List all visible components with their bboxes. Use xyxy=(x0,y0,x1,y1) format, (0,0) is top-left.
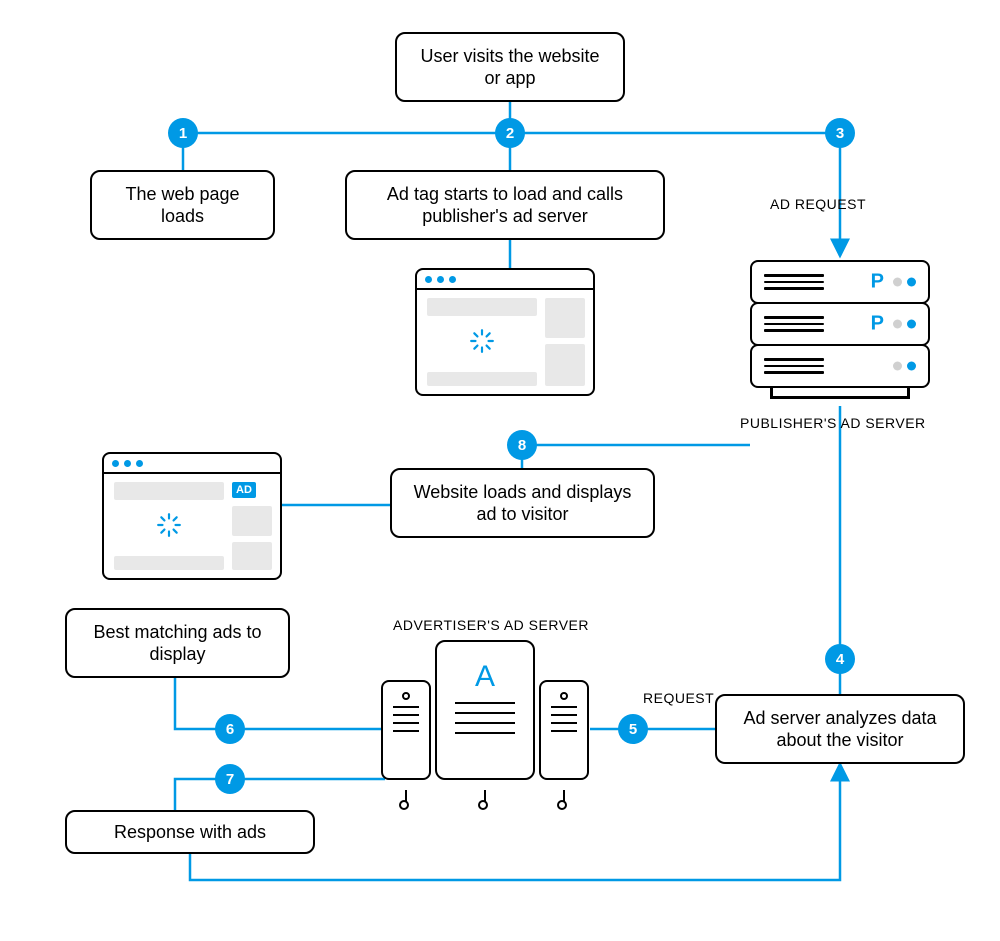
label-request: REQUEST xyxy=(643,690,714,706)
browser-body xyxy=(417,290,593,394)
window-dot-icon xyxy=(425,276,432,283)
node-best: Best matching ads to display xyxy=(65,608,290,678)
node-8-label: Website loads and displays ad to visitor xyxy=(406,481,639,526)
node-user: User visits the website or app xyxy=(395,32,625,102)
node-best-label: Best matching ads to display xyxy=(81,621,274,666)
node-8: Website loads and displays ad to visitor xyxy=(390,468,655,538)
browser-titlebar xyxy=(417,270,593,290)
spinner-icon xyxy=(469,328,495,354)
flowchart-canvas: User visits the website or app The web p… xyxy=(0,0,1000,941)
node-1: The web page loads xyxy=(90,170,275,240)
node-1-label: The web page loads xyxy=(106,183,259,228)
label-advertiser-server: ADVERTISER'S AD SERVER xyxy=(393,617,589,633)
node-2-label: Ad tag starts to load and calls publishe… xyxy=(361,183,649,228)
browser-body: AD xyxy=(104,474,280,578)
led-icon xyxy=(893,362,902,371)
badge-8: 8 xyxy=(507,430,537,460)
window-dot-icon xyxy=(136,460,143,467)
badge-5: 5 xyxy=(618,714,648,744)
node-user-label: User visits the website or app xyxy=(411,45,609,90)
led-icon xyxy=(893,278,902,287)
led-icon xyxy=(907,278,916,287)
badge-6: 6 xyxy=(215,714,245,744)
badge-2: 2 xyxy=(495,118,525,148)
led-icon xyxy=(893,320,902,329)
window-dot-icon xyxy=(124,460,131,467)
led-icon xyxy=(907,320,916,329)
badge-3: 3 xyxy=(825,118,855,148)
badge-7: 7 xyxy=(215,764,245,794)
node-2: Ad tag starts to load and calls publishe… xyxy=(345,170,665,240)
browser-loading-icon xyxy=(415,268,595,396)
window-dot-icon xyxy=(437,276,444,283)
node-4: Ad server analyzes data about the visito… xyxy=(715,694,965,764)
server-base-icon xyxy=(770,396,910,399)
server-unit xyxy=(750,344,930,388)
node-4-label: Ad server analyzes data about the visito… xyxy=(731,707,949,752)
server-unit: P xyxy=(750,260,930,304)
browser-titlebar xyxy=(104,454,280,474)
server-side-unit xyxy=(539,680,589,780)
ad-badge-icon: AD xyxy=(232,482,256,498)
advertiser-server-icon: A xyxy=(385,640,585,815)
node-response: Response with ads xyxy=(65,810,315,854)
window-dot-icon xyxy=(112,460,119,467)
window-dot-icon xyxy=(449,276,456,283)
browser-with-ad-icon: AD xyxy=(102,452,282,580)
publisher-server-icon: P P xyxy=(750,260,930,399)
server-side-unit xyxy=(381,680,431,780)
server-unit: P xyxy=(750,302,930,346)
badge-1: 1 xyxy=(168,118,198,148)
server-letter: P xyxy=(871,313,884,336)
badge-4: 4 xyxy=(825,644,855,674)
spinner-icon xyxy=(156,512,182,538)
label-ad-request: AD REQUEST xyxy=(770,196,866,212)
server-letter: A xyxy=(437,660,533,694)
server-letter: P xyxy=(871,271,884,294)
node-response-label: Response with ads xyxy=(114,821,266,844)
server-center-unit: A xyxy=(435,640,535,780)
label-publisher-server: PUBLISHER'S AD SERVER xyxy=(740,415,926,431)
led-icon xyxy=(907,362,916,371)
